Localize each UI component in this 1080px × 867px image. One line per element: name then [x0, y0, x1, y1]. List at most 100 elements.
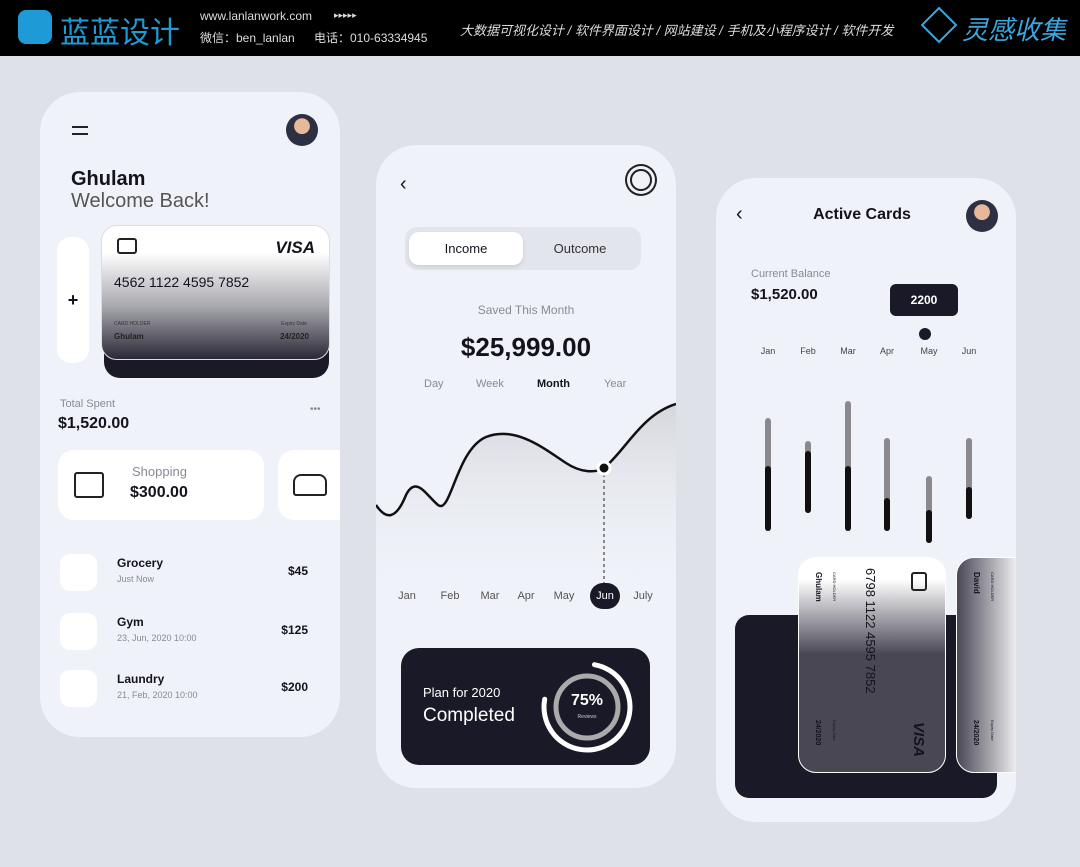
- gift-icon: [74, 472, 104, 498]
- bar-value[interactable]: [805, 450, 811, 513]
- statistics-screen: ‹ Income Outcome Saved This Month $25,99…: [376, 145, 676, 788]
- banner-phone: 电话：010-63334945: [314, 31, 428, 45]
- expiry-date: 24/2020: [814, 720, 821, 746]
- progress-ring: [541, 661, 633, 753]
- bar-value[interactable]: [884, 497, 890, 531]
- category-amount: $300.00: [130, 484, 188, 501]
- chip-icon: [117, 238, 137, 254]
- plan-percent: 75%: [570, 692, 604, 709]
- add-card-button[interactable]: +: [57, 237, 89, 363]
- bar-month-label: May: [920, 346, 938, 356]
- credit-card[interactable]: VISA 4562 1122 4595 7852 CARD HOLDER Ghu…: [101, 225, 330, 360]
- value-tooltip: 2200: [890, 284, 958, 316]
- bar-month-label: Jun: [961, 346, 977, 356]
- month-label[interactable]: Mar: [480, 590, 500, 602]
- month-label[interactable]: Jun: [590, 583, 620, 609]
- transaction-sub: 21, Feb, 2020 10:00: [117, 690, 198, 700]
- saved-label: Saved This Month: [477, 303, 575, 317]
- chip-icon: [911, 572, 927, 591]
- transaction-title: Gym: [117, 615, 144, 629]
- transaction-title: Grocery: [117, 556, 164, 570]
- month-label[interactable]: Feb: [440, 590, 460, 602]
- total-spent-value: $1,520.00: [58, 415, 130, 432]
- month-label[interactable]: Apr: [517, 590, 535, 602]
- banner-url[interactable]: www.lanlanwork.com: [200, 9, 313, 23]
- savings-line-chart: [376, 402, 676, 595]
- star-logo-icon: [920, 6, 958, 44]
- bar-value[interactable]: [926, 509, 932, 543]
- transaction-row[interactable]: Gym 23, Jun, 2020 10:00 $125: [58, 613, 338, 657]
- transaction-row[interactable]: Grocery Just Now $45: [58, 554, 338, 598]
- card-holder: Ghulam: [114, 332, 144, 341]
- card-number: 6798 1122 4595 7852: [863, 568, 878, 694]
- visa-logo: VISA: [910, 722, 927, 758]
- balance-label: Current Balance: [751, 268, 831, 280]
- plan-sub: Reviews: [577, 714, 597, 720]
- expiry-date: 24/2020: [280, 332, 309, 341]
- transaction-row[interactable]: Laundry 21, Feb, 2020 10:00 $200: [58, 670, 338, 714]
- bar-month-label: Feb: [800, 346, 816, 356]
- bar-total[interactable]: [966, 437, 972, 519]
- right-brand: 灵感收集: [962, 15, 1067, 45]
- tab-outcome[interactable]: Outcome: [553, 241, 607, 256]
- expiry-date: 24/2020: [972, 720, 979, 746]
- basket-icon: [60, 554, 97, 591]
- balance-value: $1,520.00: [751, 286, 818, 303]
- transaction-sub: Just Now: [117, 574, 155, 584]
- period-day[interactable]: Day: [424, 378, 444, 390]
- bar-value[interactable]: [966, 487, 972, 519]
- month-label[interactable]: July: [633, 590, 653, 602]
- bar-value[interactable]: [845, 465, 851, 531]
- banner-wechat: 微信：ben_lanlan: [200, 31, 295, 45]
- washing-machine-icon: [60, 613, 97, 650]
- transaction-sub: 23, Jun, 2020 10:00: [117, 633, 197, 643]
- period-week[interactable]: Week: [476, 378, 504, 390]
- plan-card[interactable]: Plan for 2020 Completed 75% Reviews: [401, 648, 650, 765]
- period-year[interactable]: Year: [604, 378, 627, 390]
- gear-icon[interactable]: [630, 169, 652, 191]
- expiry-label: Expiry Date: [832, 720, 837, 741]
- chart-area: [376, 404, 676, 595]
- page-title: Active Cards: [813, 206, 911, 223]
- month-label[interactable]: May: [553, 590, 575, 602]
- back-icon[interactable]: ‹: [400, 173, 407, 195]
- plan-status: Completed: [423, 705, 515, 726]
- selected-point: [919, 328, 931, 340]
- bar-month-label: Jan: [760, 346, 776, 356]
- bar-value[interactable]: [765, 465, 771, 531]
- card-holder-label: CARD HOLDER: [114, 321, 151, 327]
- progress-ring-inner: [553, 673, 621, 741]
- vertical-card[interactable]: CARD HOLDER Ghulam 6798 1122 4595 7852 E…: [798, 557, 946, 773]
- period-month[interactable]: Month: [537, 378, 570, 390]
- vertical-card[interactable]: CARD HOLDER David 9923 1122 4595 5277 Ex…: [956, 557, 1016, 773]
- card-number: 4562 1122 4595 7852: [114, 274, 250, 290]
- brand-logo-icon: [18, 10, 52, 44]
- back-icon[interactable]: ‹: [736, 203, 743, 225]
- month-label[interactable]: Jan: [398, 590, 416, 602]
- avatar[interactable]: [966, 200, 998, 232]
- expiry-label: Expiry Date: [990, 720, 995, 741]
- bar-total[interactable]: [884, 438, 890, 531]
- card-holder: Ghulam: [814, 572, 823, 602]
- marker-point: [596, 460, 612, 476]
- brand-name: 蓝蓝设计: [60, 17, 180, 50]
- avatar[interactable]: [286, 114, 318, 146]
- category-shopping[interactable]: Shopping $300.00: [58, 450, 264, 520]
- progress-ring-arc: [541, 661, 633, 753]
- bar-month-label: Mar: [840, 346, 856, 356]
- tab-income[interactable]: Income: [409, 232, 523, 265]
- bar-month-label: Apr: [879, 346, 894, 356]
- arrows-icon: ▸▸▸▸▸: [334, 10, 357, 20]
- transaction-amount: $200: [281, 680, 308, 694]
- user-name: Ghulam: [71, 168, 146, 190]
- plan-title: Plan for 2020: [423, 685, 501, 700]
- visa-logo: VISA: [275, 238, 315, 257]
- more-icon[interactable]: •••: [310, 404, 321, 415]
- top-banner: 蓝蓝设计 www.lanlanwork.com ▸▸▸▸▸ 微信：ben_lan…: [0, 0, 1080, 56]
- plus-icon: +: [67, 289, 79, 310]
- income-outcome-toggle: Income Outcome: [405, 227, 641, 270]
- menu-icon[interactable]: [72, 126, 88, 135]
- card-holder: David: [972, 572, 981, 594]
- banner-services: 大数据可视化设计 / 软件界面设计 / 网站建设 / 手机及小程序设计 / 软件…: [460, 23, 894, 38]
- category-car[interactable]: [278, 450, 340, 520]
